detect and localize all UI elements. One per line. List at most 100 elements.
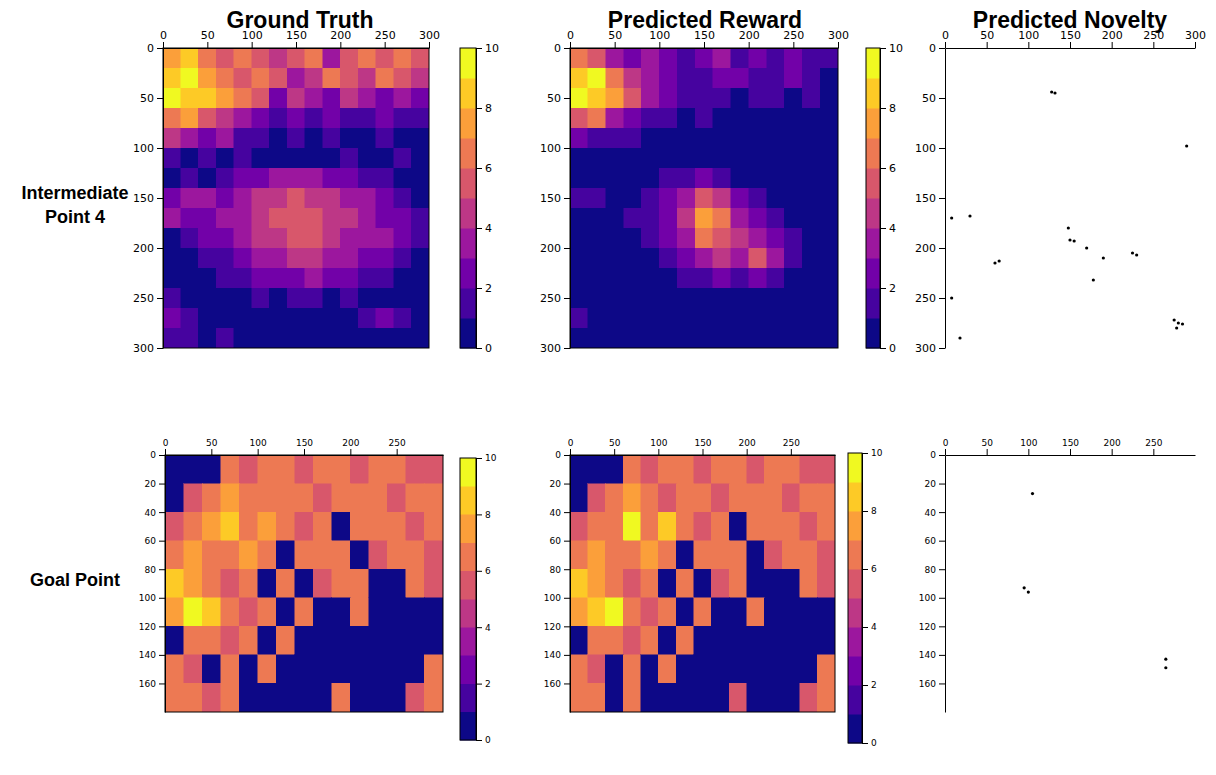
heatmap-cell xyxy=(340,288,358,308)
heatmap-cell xyxy=(641,308,659,328)
heatmap-cell xyxy=(287,48,305,68)
heatmap-cell xyxy=(767,308,785,328)
heatmap-cell xyxy=(784,288,802,308)
heatmap-cell xyxy=(387,455,406,484)
x-tick-mark xyxy=(252,42,253,48)
heatmap-cell xyxy=(198,268,216,288)
y-tick-mark xyxy=(159,484,165,485)
x-tick-label: 200 xyxy=(1102,29,1123,42)
x-tick-mark xyxy=(397,449,398,455)
heatmap-cell xyxy=(588,208,606,228)
colorbar-bin xyxy=(848,714,862,743)
heatmap-cell xyxy=(677,108,695,128)
heatmap-cell xyxy=(695,328,713,348)
x-tick: 0 xyxy=(567,29,574,48)
colorbar-tick-label: 10 xyxy=(889,42,903,55)
heatmap-cell xyxy=(659,108,677,128)
x-tick: 250 xyxy=(375,29,396,48)
x-tick-label: 200 xyxy=(1104,438,1121,448)
colorbar-bin xyxy=(848,511,862,540)
colorbar-tick-mark xyxy=(862,627,868,628)
heatmap-cell xyxy=(767,68,785,88)
heatmap-cell xyxy=(588,626,606,655)
heatmap-cell xyxy=(411,208,429,228)
heatmap-cell xyxy=(369,655,388,684)
heatmap-cell xyxy=(276,484,295,513)
heatmap-cell xyxy=(605,541,623,570)
colorbar-bin xyxy=(460,543,476,571)
plot-frame xyxy=(163,48,429,348)
heatmap-cell xyxy=(369,484,388,513)
y-tick: 50 xyxy=(547,92,570,105)
heatmap-cell xyxy=(323,148,341,168)
heatmap-cell xyxy=(163,148,181,168)
heatmap-cell xyxy=(802,208,820,228)
x-tick: 50 xyxy=(981,438,993,455)
heatmap-cell xyxy=(695,148,713,168)
heatmap-cell xyxy=(387,541,406,570)
heatmap-cell xyxy=(623,455,641,484)
heatmap-cell xyxy=(305,108,323,128)
y-tick-label: 200 xyxy=(915,242,936,255)
x-tick-mark xyxy=(1153,42,1154,48)
heatmap-cell xyxy=(606,268,624,288)
y-tick: 300 xyxy=(540,342,570,355)
heatmap-cell xyxy=(165,655,184,684)
heatmap-cell xyxy=(800,541,818,570)
x-tick-label: 50 xyxy=(608,29,622,42)
heatmap-cell xyxy=(234,148,252,168)
heatmap-cell xyxy=(820,88,838,108)
y-axis: 020406080100120140160 xyxy=(139,450,166,712)
x-tick-label: 250 xyxy=(783,29,804,42)
colorbar-tick-label: 6 xyxy=(889,162,896,175)
colorbar-tick: 2 xyxy=(880,282,896,295)
heatmap-cell xyxy=(163,68,181,88)
heatmap-cell xyxy=(376,188,394,208)
heatmap-cell xyxy=(323,268,341,288)
heatmap-cell xyxy=(570,655,588,684)
novelty-point xyxy=(950,216,953,219)
plot-area xyxy=(570,48,838,348)
heatmap-cell xyxy=(731,228,749,248)
heatmap-cell xyxy=(570,308,588,328)
y-tick-mark xyxy=(939,198,945,199)
heatmap-cell xyxy=(163,128,181,148)
x-tick-label: 0 xyxy=(568,438,574,448)
colorbar-tick-mark xyxy=(880,108,886,109)
colorbar-bin xyxy=(460,168,476,198)
y-tick: 160 xyxy=(139,679,165,689)
y-tick-label: 250 xyxy=(915,292,936,305)
heatmap-cell xyxy=(588,308,606,328)
heatmap-cell xyxy=(802,128,820,148)
y-tick-label: 60 xyxy=(925,536,937,546)
heatmap-cell xyxy=(731,188,749,208)
x-tick-label: 0 xyxy=(567,29,574,42)
y-axis: 050100150200250300 xyxy=(133,42,164,355)
y-tick-label: 160 xyxy=(919,679,936,689)
x-tick-label: 250 xyxy=(1143,29,1164,42)
heatmap-cell xyxy=(252,168,270,188)
x-tick-mark xyxy=(1195,42,1196,48)
scatter-panel: 050100150200250020406080100120140160 xyxy=(919,438,1196,713)
heatmap-cell xyxy=(376,148,394,168)
heatmap-cell xyxy=(234,88,252,108)
y-tick-label: 100 xyxy=(139,593,156,603)
y-tick-label: 0 xyxy=(150,450,156,460)
heatmap-cell xyxy=(411,228,429,248)
y-tick-label: 300 xyxy=(540,342,561,355)
heatmap-cell xyxy=(269,108,287,128)
heatmap-cell xyxy=(202,655,221,684)
heatmap-cell xyxy=(623,626,641,655)
x-tick-label: 250 xyxy=(1145,438,1162,448)
heatmap-cell xyxy=(287,248,305,268)
x-tick: 200 xyxy=(1104,438,1121,455)
heatmap-cell xyxy=(387,484,406,513)
heatmap-cell xyxy=(234,248,252,268)
heatmap-cell xyxy=(198,188,216,208)
heatmap-cell xyxy=(767,208,785,228)
y-tick: 250 xyxy=(915,292,945,305)
x-tick-label: 250 xyxy=(389,438,406,448)
heatmap-cell xyxy=(677,288,695,308)
heatmap-cell xyxy=(729,569,747,598)
heatmap-panel: 0246810050100150200250020406080100120140… xyxy=(544,438,883,748)
